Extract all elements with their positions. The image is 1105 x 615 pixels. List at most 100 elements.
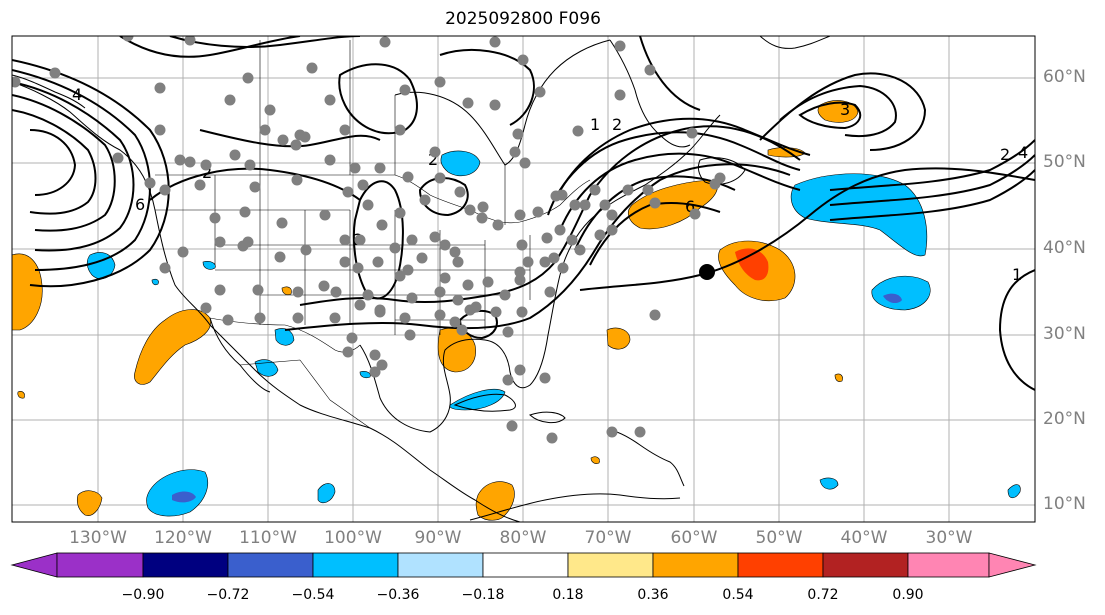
station-marker <box>589 184 601 196</box>
coast-antilles <box>609 429 685 487</box>
station-marker <box>532 206 544 218</box>
station-marker <box>154 124 166 136</box>
station-marker <box>489 36 501 48</box>
station-marker <box>499 289 511 301</box>
border-us-canada <box>155 174 591 224</box>
station-marker <box>214 284 226 296</box>
station-marker <box>429 231 441 243</box>
coast-gulf <box>359 274 561 433</box>
station-marker <box>184 36 196 46</box>
station-marker <box>394 124 406 136</box>
contour-trough-2 <box>284 163 791 331</box>
station-marker <box>594 229 606 241</box>
station-marker <box>557 262 569 274</box>
highlight-marker <box>699 264 715 280</box>
station-marker <box>519 157 531 169</box>
lon-label: 80°W <box>499 528 547 548</box>
station-marker <box>184 156 196 168</box>
contour-label: 2 <box>202 163 212 182</box>
lat-label: 60°N <box>1043 67 1086 87</box>
coast-caribbean-s <box>469 493 681 521</box>
station-marker <box>599 199 611 211</box>
lon-label: 30°W <box>925 528 973 548</box>
station-marker <box>449 246 461 258</box>
station-marker <box>502 326 514 338</box>
station-marker <box>434 76 446 88</box>
station-marker <box>649 309 661 321</box>
fill-orange-newfoundland <box>627 179 718 230</box>
station-marker <box>452 256 464 268</box>
fill-blue-small6 <box>151 278 159 286</box>
contour-cent-2 <box>199 129 381 148</box>
station-marker <box>122 36 134 42</box>
fill-blue-small1 <box>202 261 216 270</box>
colorbar-tick: 0.72 <box>807 587 839 603</box>
station-marker <box>242 72 254 84</box>
station-marker <box>419 194 431 206</box>
station-marker <box>319 209 331 221</box>
lon-label: 130°W <box>69 528 127 548</box>
colorbar-bin <box>567 552 654 578</box>
lon-label: 40°W <box>840 528 888 548</box>
station-marker <box>572 125 584 137</box>
contour-label: 6 <box>685 197 695 216</box>
station-marker <box>402 171 414 183</box>
station-marker <box>556 189 568 201</box>
station-marker <box>264 104 276 116</box>
station-marker <box>649 197 661 209</box>
station-marker <box>252 284 264 296</box>
colorbar-bin <box>737 552 824 578</box>
station-marker <box>566 234 578 246</box>
contour-north-4 <box>439 49 535 126</box>
station-marker <box>642 184 654 196</box>
border-canada-prov <box>259 40 506 225</box>
contour-label: 1 <box>1012 265 1022 284</box>
station-marker <box>342 346 354 358</box>
contour-atl-8 <box>779 84 897 138</box>
station-marker <box>506 420 518 432</box>
colorbar-tick: 0.90 <box>892 587 924 603</box>
station-marker <box>606 224 618 236</box>
border-states-b <box>155 209 530 321</box>
station-marker <box>579 199 591 211</box>
station-marker <box>159 262 171 274</box>
station-marker <box>606 426 618 438</box>
station-marker <box>569 199 581 211</box>
station-marker <box>462 279 474 291</box>
fill-orange-small3 <box>834 373 843 382</box>
station-marker <box>352 262 364 274</box>
station-marker <box>292 312 304 324</box>
station-marker <box>406 234 418 246</box>
station-marker <box>476 212 488 224</box>
station-marker <box>399 312 411 324</box>
station-marker <box>379 36 391 48</box>
contour-west-low-6 <box>29 129 77 196</box>
station-marker <box>434 172 446 184</box>
station-marker <box>274 251 286 263</box>
lat-label: 50°N <box>1043 152 1086 172</box>
station-marker <box>456 324 468 336</box>
station-marker <box>374 306 386 318</box>
station-marker <box>452 294 464 306</box>
station-marker <box>574 244 586 256</box>
station-marker <box>291 174 303 186</box>
colorbar-bin <box>397 552 484 578</box>
station-marker <box>372 256 384 268</box>
station-marker <box>194 179 206 191</box>
station-marker <box>12 76 21 88</box>
colorbar-bin <box>482 552 569 578</box>
station-marker <box>416 252 428 264</box>
fill-blue-small2 <box>359 371 371 379</box>
station-marker <box>292 286 304 298</box>
station-marker <box>362 289 374 301</box>
station-marker <box>634 426 646 438</box>
lon-label: 90°W <box>414 528 462 548</box>
colorbar-tick: 0.54 <box>722 587 754 603</box>
contour-east-2 <box>829 154 1035 206</box>
contour-atl-1 <box>554 117 811 201</box>
contour-label-group: 4 2 6 2 2 1 2 6 3 2 4 1 <box>72 85 1028 284</box>
contour-atl-6 <box>579 167 1035 291</box>
station-marker <box>277 134 289 146</box>
station-marker <box>290 139 302 151</box>
station-marker <box>339 234 351 246</box>
